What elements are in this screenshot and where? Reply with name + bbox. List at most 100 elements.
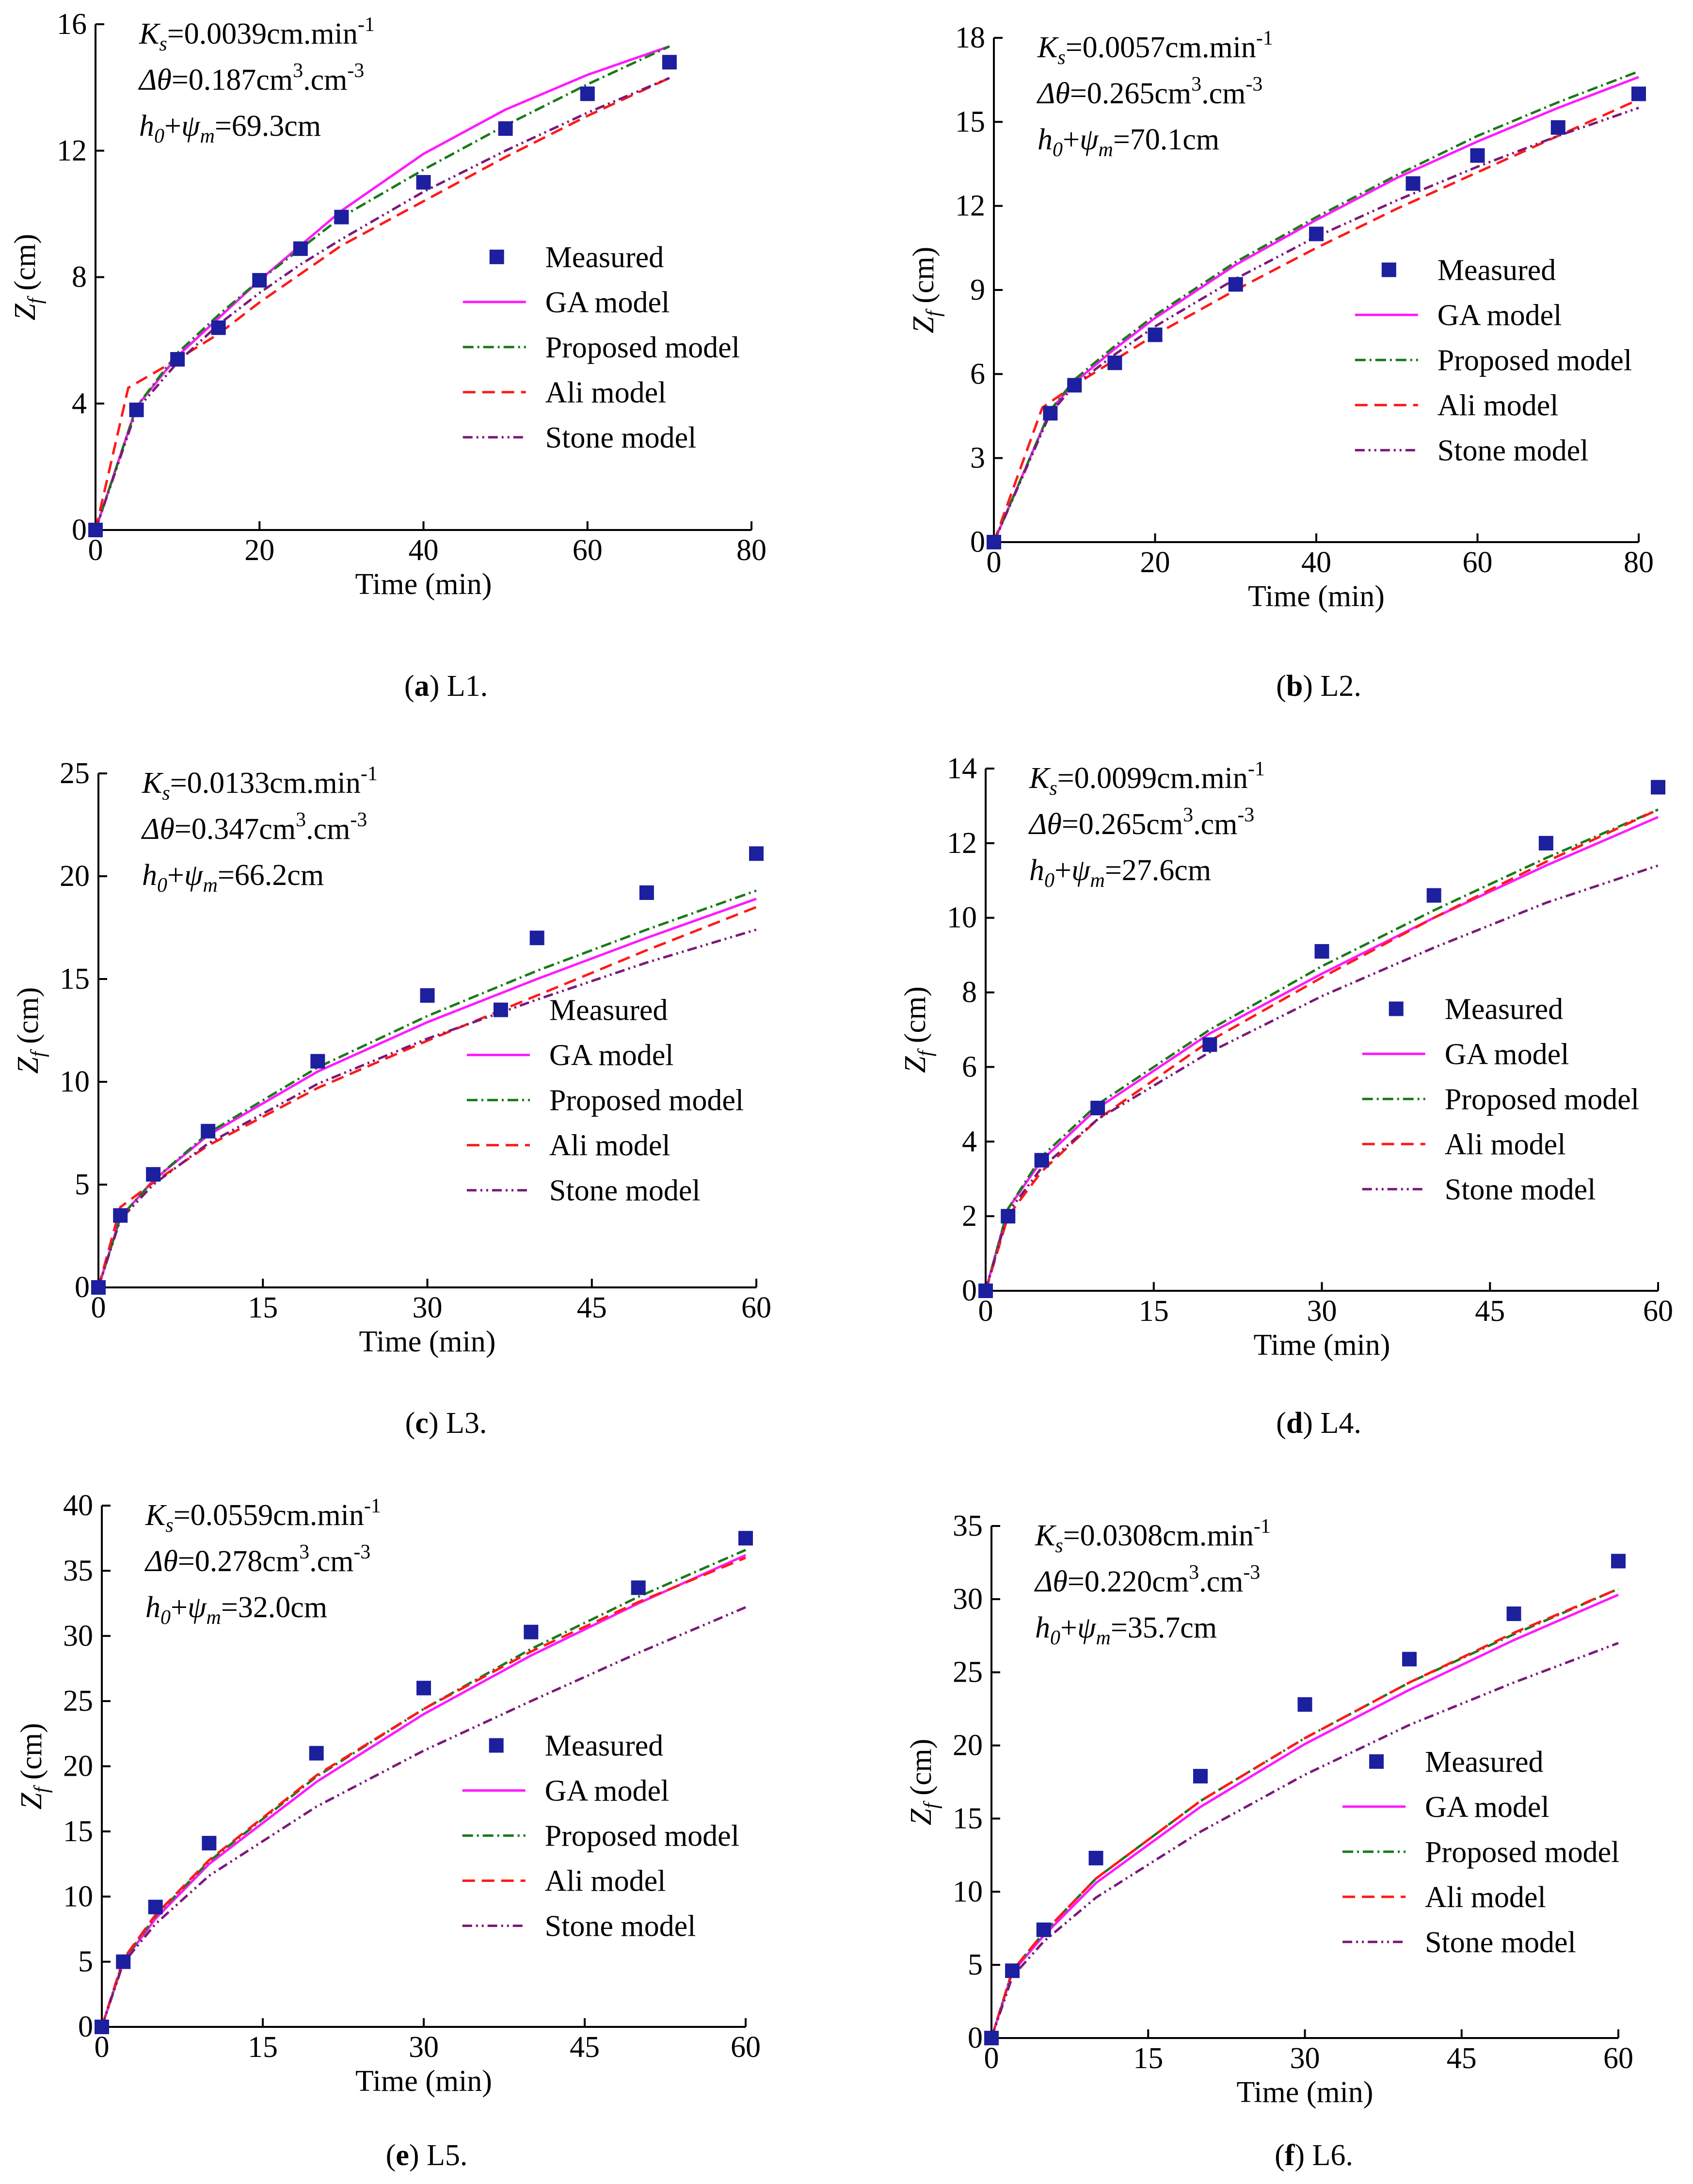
series-line-stone <box>992 107 1639 543</box>
x-tick-label: 15 <box>1133 2042 1163 2075</box>
measured-point <box>498 121 513 136</box>
y-tick-label: 15 <box>63 1815 93 1848</box>
measured-point <box>1034 1153 1049 1168</box>
series-line-stone <box>94 77 670 530</box>
legend-label: Stone model <box>1425 1926 1576 1959</box>
measured-point <box>1631 86 1646 101</box>
measured-point <box>1202 1037 1217 1052</box>
legend-label: Proposed model <box>1437 344 1632 377</box>
y-tick-label: 8 <box>962 976 977 1009</box>
annotation-dtheta: Δθ=0.347cm3.cm-3 <box>141 809 367 846</box>
x-tick-label: 0 <box>88 534 103 567</box>
measured-point <box>1651 780 1665 795</box>
x-tick-label: 40 <box>409 534 439 567</box>
y-tick-label: 10 <box>63 1880 93 1913</box>
x-axis-label: Time (min) <box>1237 2076 1374 2109</box>
chart-panel-l6: 0 15 30 45 60 0 5 10 15 20 25 30 35 Time (min) Zf (cm)… <box>905 1510 1633 2109</box>
legend-label: Ali model <box>1445 1128 1566 1161</box>
measured-point <box>201 1124 216 1139</box>
y-tick-label: 10 <box>60 1065 90 1098</box>
y-tick-label: 35 <box>953 1510 983 1542</box>
series-line-proposed <box>992 70 1639 543</box>
y-tick-label: 4 <box>962 1125 977 1158</box>
x-tick-label: 30 <box>409 2031 439 2064</box>
y-tick-label: 15 <box>953 1802 983 1835</box>
y-tick-label: 2 <box>962 1200 977 1233</box>
measured-point <box>116 1954 131 1969</box>
y-tick-label: 16 <box>57 8 87 41</box>
measured-point <box>1406 176 1421 191</box>
series-line-proposed <box>97 889 757 1288</box>
measured-point <box>293 241 308 256</box>
measured-point <box>1470 148 1485 163</box>
y-tick-label: 6 <box>962 1050 977 1083</box>
measured-point <box>95 2020 109 2034</box>
x-tick-label: 0 <box>987 546 1002 579</box>
annotation-dtheta: Δθ=0.278cm3.cm-3 <box>144 1541 370 1578</box>
legend-label: Stone model <box>1445 1173 1596 1206</box>
measured-point <box>1309 226 1324 241</box>
measured-point <box>170 352 185 367</box>
y-tick-label: 0 <box>72 514 87 546</box>
annotation-h0-psi: h0+ψm=69.3cm <box>139 110 321 147</box>
y-axis-label: Zf (cm) <box>905 1739 942 1826</box>
measured-point <box>416 175 431 190</box>
caption-l3: (c) L3. <box>405 1407 487 1440</box>
x-tick-label: 80 <box>736 534 767 567</box>
x-tick-label: 30 <box>413 1291 443 1324</box>
x-tick-label: 15 <box>248 2031 278 2064</box>
y-tick-label: 20 <box>60 860 90 893</box>
x-tick-label: 15 <box>248 1291 278 1324</box>
measured-point <box>580 86 595 101</box>
legend-label: GA model <box>1425 1791 1549 1824</box>
series-line-stone <box>97 928 757 1288</box>
y-tick-label: 18 <box>955 21 985 54</box>
caption-l2: (b) L2. <box>1276 670 1361 703</box>
y-tick-label: 12 <box>955 190 985 223</box>
legend-label: Ali model <box>545 1865 666 1898</box>
legend-label: Ali model <box>545 376 667 409</box>
measured-point <box>1005 1963 1020 1978</box>
annotation-h0-psi: h0+ψm=27.6cm <box>1029 854 1211 892</box>
annotation-ks: Ks=0.0057cm.min-1 <box>1037 27 1273 69</box>
legend-label: Stone model <box>545 421 697 454</box>
annotation-dtheta: Δθ=0.265cm3.cm-3 <box>1028 804 1254 841</box>
measured-point <box>1043 406 1058 421</box>
measured-point <box>1297 1697 1312 1712</box>
measured-point <box>1538 835 1553 851</box>
x-tick-label: 15 <box>1139 1295 1169 1328</box>
x-tick-label: 30 <box>1290 2042 1320 2075</box>
x-tick-label: 20 <box>1140 546 1170 579</box>
y-tick-label: 5 <box>968 1948 983 1981</box>
measured-point <box>529 931 544 946</box>
annotation-dtheta: Δθ=0.187cm3.cm-3 <box>138 60 364 96</box>
series-line-ali <box>990 1588 1619 2039</box>
y-tick-label: 9 <box>970 273 985 306</box>
legend-label: Proposed model <box>1445 1083 1639 1116</box>
y-tick-label: 0 <box>962 1274 977 1307</box>
measured-point <box>146 1167 161 1182</box>
y-axis-label: Zf (cm) <box>12 987 49 1074</box>
y-tick-label: 20 <box>63 1750 93 1783</box>
legend-label: Ali model <box>1437 389 1559 422</box>
measured-point <box>984 2031 999 2045</box>
measured-point <box>1228 277 1243 292</box>
measured-point <box>416 1681 431 1696</box>
measured-point <box>1426 888 1441 903</box>
legend-label: Proposed model <box>549 1084 744 1117</box>
measured-point <box>631 1580 646 1595</box>
y-tick-label: 12 <box>947 827 977 860</box>
x-tick-label: 60 <box>1463 546 1493 579</box>
series-line-stone <box>984 864 1659 1291</box>
measured-point <box>738 1531 753 1546</box>
measured-point <box>420 988 435 1003</box>
legend-label: Proposed model <box>1425 1836 1619 1869</box>
x-tick-label: 45 <box>577 1291 607 1324</box>
y-tick-label: 5 <box>75 1168 90 1201</box>
x-tick-label: 60 <box>573 534 603 567</box>
legend-label: Ali model <box>549 1129 671 1162</box>
chart-panel-l2: 0 20 40 60 80 0 3 6 9 12 15 18 Time (min) Zf (cm) Ks=0… <box>907 21 1654 613</box>
legend-marker-measured <box>1369 1754 1384 1769</box>
y-tick-label: 0 <box>78 2010 93 2043</box>
x-tick-label: 0 <box>978 1295 993 1328</box>
